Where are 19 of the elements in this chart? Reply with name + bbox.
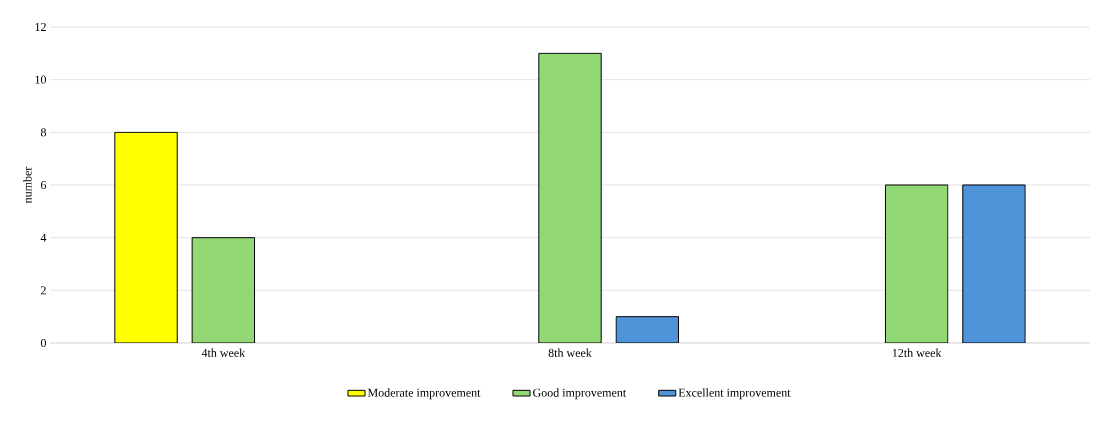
y-tick-label: 12 (35, 23, 46, 31)
y-tick-label: 4 (40, 233, 47, 242)
y-tick-label: 0 (40, 338, 47, 348)
x-tick-label: 8th week (548, 348, 592, 357)
x-tick-label: 12th week (892, 348, 942, 357)
legend-label: Good improvement (533, 388, 627, 400)
y-tick-label: 6 (41, 180, 47, 190)
y-tick-label: 10 (35, 75, 47, 84)
bar (191, 237, 256, 343)
bar (615, 316, 680, 343)
bar (884, 184, 949, 343)
y-axis-title: number (23, 166, 32, 204)
legend-label: Moderate improvement (367, 388, 481, 400)
bar (962, 184, 1026, 343)
y-tick-label: 2 (41, 286, 46, 295)
bar (538, 52, 602, 343)
y-tick-label: 8 (40, 128, 47, 137)
legend-label: Excellent improvement (678, 388, 791, 400)
x-tick-label: 4th week (201, 348, 246, 357)
